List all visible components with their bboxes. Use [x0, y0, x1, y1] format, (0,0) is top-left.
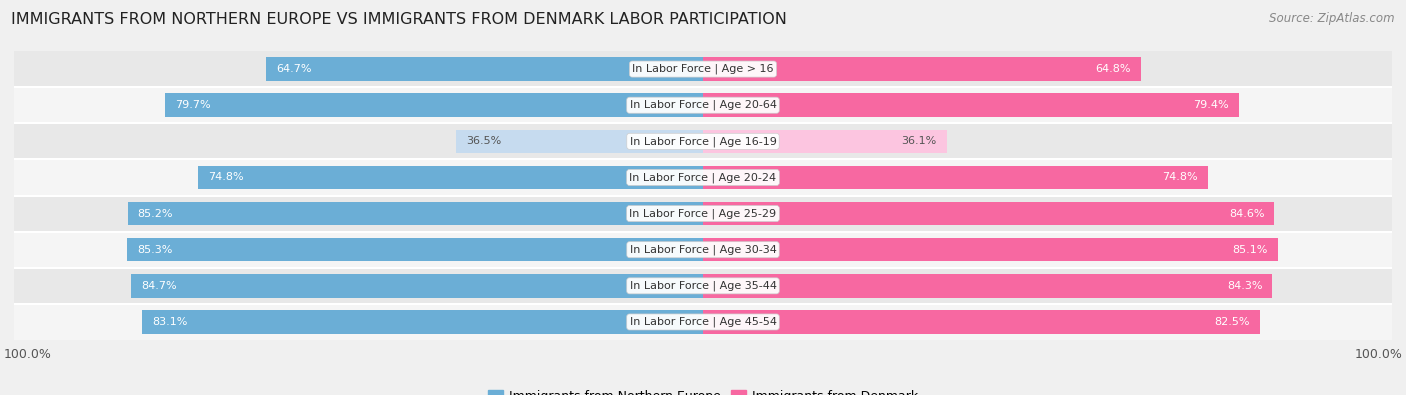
Text: In Labor Force | Age 30-34: In Labor Force | Age 30-34: [630, 245, 776, 255]
Bar: [128, 202, 703, 225]
Text: 82.5%: 82.5%: [1215, 317, 1250, 327]
Bar: [0, 196, 1406, 231]
Text: 74.8%: 74.8%: [1163, 173, 1198, 182]
Bar: [0, 123, 1406, 160]
Bar: [0, 160, 1406, 196]
Text: In Labor Force | Age 20-24: In Labor Force | Age 20-24: [630, 172, 776, 183]
Text: 83.1%: 83.1%: [152, 317, 187, 327]
Text: 64.7%: 64.7%: [276, 64, 312, 74]
Bar: [703, 130, 946, 153]
Text: 85.2%: 85.2%: [138, 209, 173, 218]
Text: In Labor Force | Age 45-54: In Labor Force | Age 45-54: [630, 317, 776, 327]
Text: In Labor Force | Age > 16: In Labor Force | Age > 16: [633, 64, 773, 74]
Bar: [703, 238, 1278, 261]
Bar: [198, 166, 703, 189]
Bar: [142, 310, 703, 334]
Bar: [703, 57, 1140, 81]
Text: 85.1%: 85.1%: [1232, 245, 1268, 255]
Text: 64.8%: 64.8%: [1095, 64, 1130, 74]
Text: In Labor Force | Age 20-64: In Labor Force | Age 20-64: [630, 100, 776, 111]
Bar: [127, 238, 703, 261]
Text: Source: ZipAtlas.com: Source: ZipAtlas.com: [1270, 12, 1395, 25]
Bar: [703, 202, 1274, 225]
Bar: [457, 130, 703, 153]
Bar: [0, 51, 1406, 87]
Bar: [0, 87, 1406, 123]
Text: 36.1%: 36.1%: [901, 136, 936, 146]
Text: 84.3%: 84.3%: [1227, 281, 1263, 291]
Bar: [266, 57, 703, 81]
Text: 84.7%: 84.7%: [141, 281, 177, 291]
Text: 79.4%: 79.4%: [1194, 100, 1229, 110]
Text: In Labor Force | Age 35-44: In Labor Force | Age 35-44: [630, 280, 776, 291]
Text: 79.7%: 79.7%: [174, 100, 211, 110]
Text: In Labor Force | Age 16-19: In Labor Force | Age 16-19: [630, 136, 776, 147]
Text: In Labor Force | Age 25-29: In Labor Force | Age 25-29: [630, 208, 776, 219]
Bar: [165, 94, 703, 117]
Bar: [703, 94, 1239, 117]
Bar: [703, 274, 1272, 297]
Legend: Immigrants from Northern Europe, Immigrants from Denmark: Immigrants from Northern Europe, Immigra…: [488, 389, 918, 395]
Bar: [0, 231, 1406, 268]
Bar: [0, 304, 1406, 340]
Bar: [131, 274, 703, 297]
Text: 74.8%: 74.8%: [208, 173, 243, 182]
Text: 84.6%: 84.6%: [1229, 209, 1264, 218]
Bar: [703, 310, 1260, 334]
Bar: [703, 166, 1208, 189]
Text: 36.5%: 36.5%: [467, 136, 502, 146]
Bar: [0, 268, 1406, 304]
Text: 85.3%: 85.3%: [136, 245, 173, 255]
Text: IMMIGRANTS FROM NORTHERN EUROPE VS IMMIGRANTS FROM DENMARK LABOR PARTICIPATION: IMMIGRANTS FROM NORTHERN EUROPE VS IMMIG…: [11, 12, 787, 27]
